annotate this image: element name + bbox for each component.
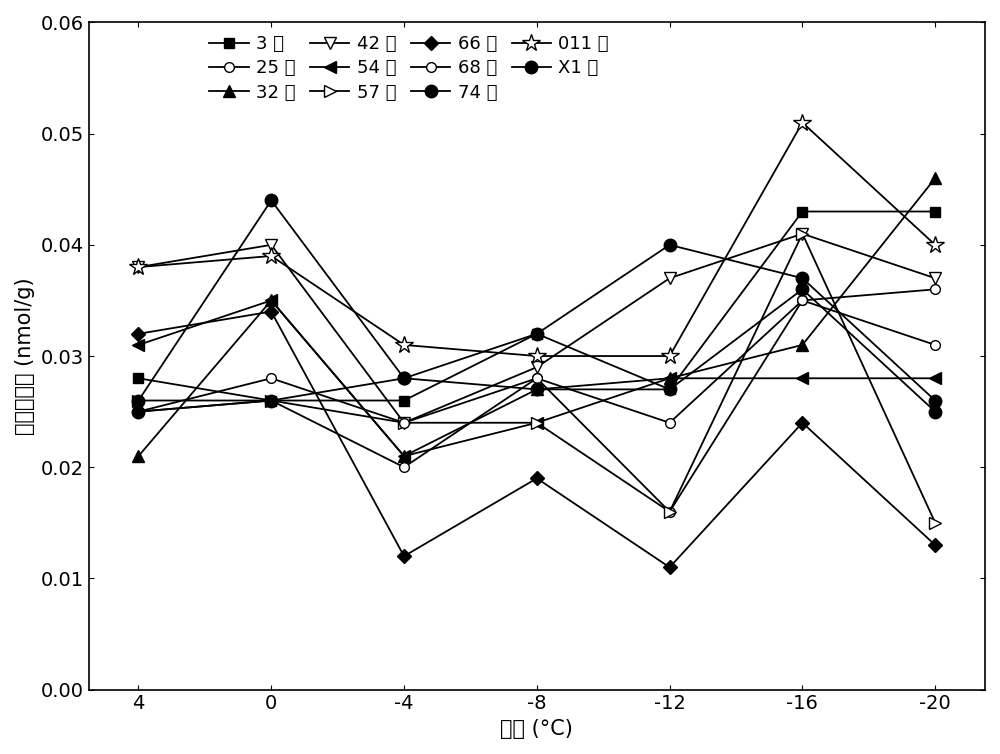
Legend: 3 号, 25 号, 32 号, 42 号, 54 号, 57 号, 66 号, 68 号, 74 号, 011 号, X1 号: 3 号, 25 号, 32 号, 42 号, 54 号, 57 号, 66 号,… [205,32,613,106]
66 号 [531,474,543,483]
Y-axis label: 丙二醒含量 (nmol/g): 丙二醒含量 (nmol/g) [15,277,35,435]
32 号 [796,340,808,349]
Line: 66 号: 66 号 [134,307,940,572]
57 号 [664,507,676,516]
3 号 [132,374,144,383]
25 号 [265,396,277,405]
Line: 3 号: 3 号 [134,207,940,406]
3 号 [265,396,277,405]
25 号 [664,507,676,516]
74 号 [265,196,277,205]
66 号 [265,307,277,316]
54 号 [929,374,941,383]
011 号 [929,241,941,250]
Line: X1 号: X1 号 [132,283,941,418]
X-axis label: 温度 (°C): 温度 (°C) [500,719,573,739]
54 号 [132,340,144,349]
X1 号 [929,407,941,416]
Line: 32 号: 32 号 [133,173,941,461]
X1 号 [398,374,410,383]
42 号 [929,274,941,283]
Line: 74 号: 74 号 [132,194,941,406]
42 号 [531,363,543,372]
3 号 [929,207,941,216]
68 号 [929,285,941,294]
68 号 [265,374,277,383]
011 号 [664,351,676,360]
X1 号 [531,385,543,394]
54 号 [265,296,277,305]
68 号 [398,418,410,428]
74 号 [531,329,543,339]
68 号 [796,296,808,305]
Line: 011 号: 011 号 [129,114,944,365]
32 号 [664,374,676,383]
X1 号 [132,407,144,416]
42 号 [796,229,808,238]
74 号 [929,396,941,405]
57 号 [265,396,277,405]
3 号 [664,385,676,394]
42 号 [664,274,676,283]
42 号 [132,262,144,271]
X1 号 [796,285,808,294]
57 号 [132,396,144,405]
42 号 [398,418,410,428]
Line: 25 号: 25 号 [134,296,940,516]
68 号 [664,418,676,428]
54 号 [531,418,543,428]
25 号 [796,296,808,305]
25 号 [929,340,941,349]
57 号 [929,518,941,527]
X1 号 [265,396,277,405]
3 号 [531,329,543,339]
Line: 42 号: 42 号 [133,228,941,428]
74 号 [132,396,144,405]
66 号 [664,562,676,572]
54 号 [796,374,808,383]
3 号 [796,207,808,216]
66 号 [796,418,808,428]
Line: 54 号: 54 号 [133,295,941,461]
011 号 [132,262,144,271]
74 号 [796,274,808,283]
011 号 [531,351,543,360]
011 号 [398,340,410,349]
Line: 57 号: 57 号 [133,228,941,529]
25 号 [531,374,543,383]
66 号 [929,541,941,550]
74 号 [664,241,676,250]
57 号 [796,229,808,238]
3 号 [398,396,410,405]
32 号 [398,452,410,461]
42 号 [265,241,277,250]
Line: 68 号: 68 号 [134,284,940,428]
68 号 [132,407,144,416]
66 号 [398,552,410,561]
32 号 [265,296,277,305]
66 号 [132,329,144,339]
68 号 [531,374,543,383]
32 号 [531,385,543,394]
57 号 [398,418,410,428]
32 号 [929,173,941,182]
25 号 [398,463,410,472]
X1 号 [664,385,676,394]
57 号 [531,418,543,428]
011 号 [796,118,808,127]
25 号 [132,407,144,416]
011 号 [265,251,277,260]
74 号 [398,374,410,383]
54 号 [664,374,676,383]
54 号 [398,452,410,461]
32 号 [132,452,144,461]
